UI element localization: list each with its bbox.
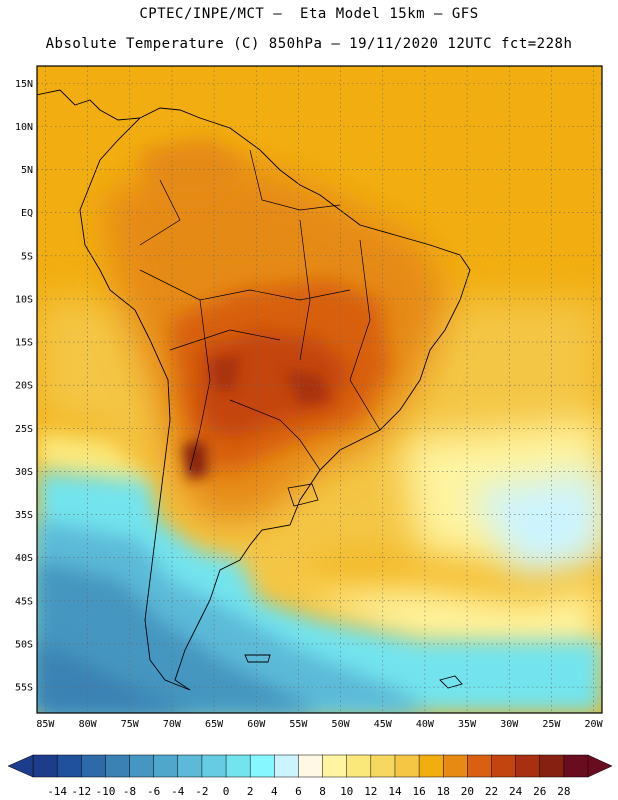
colorbar-label: 18	[437, 785, 450, 798]
colorbar-swatch	[394, 754, 420, 778]
colorbar-swatch	[563, 754, 589, 778]
latitude-label: 20S	[15, 381, 33, 392]
longitude-label: 55W	[289, 719, 308, 730]
longitude-label: 35W	[458, 719, 477, 730]
colorbar-label: 6	[295, 785, 302, 798]
longitude-label: 60W	[247, 719, 266, 730]
colorbar-label: 12	[364, 785, 377, 798]
colorbar-label: 28	[557, 785, 570, 798]
latitude-label: 15S	[15, 338, 33, 349]
colorbar-swatch	[153, 754, 179, 778]
latitude-label: 15N	[15, 79, 33, 90]
colorbar-swatch	[129, 754, 155, 778]
longitude-label: 40W	[416, 719, 435, 730]
longitude-label: 75W	[121, 719, 140, 730]
latitude-label: 5S	[21, 251, 33, 262]
colorbar-swatch	[177, 754, 203, 778]
longitude-label: 20W	[585, 719, 604, 730]
map-title-line1: CPTEC/INPE/MCT — Eta Model 15km — GFS	[139, 6, 479, 22]
colorbar-label: -8	[123, 785, 136, 798]
latitude-label: 5N	[21, 165, 33, 176]
colorbar-swatch	[515, 754, 541, 778]
colorbar-label: 22	[485, 785, 498, 798]
colorbar-swatch	[105, 754, 131, 778]
longitude-label: 25W	[542, 719, 561, 730]
colorbar-label: -12	[71, 785, 91, 798]
latitude-label: 10N	[15, 122, 33, 133]
latitude-label: 50S	[15, 639, 33, 650]
temperature-field	[37, 66, 602, 713]
longitude-label: 70W	[163, 719, 182, 730]
colorbar-label: 20	[461, 785, 474, 798]
latitude-label: 55S	[15, 683, 33, 694]
map-title-line2: Absolute Temperature (C) 850hPa — 19/11/…	[45, 36, 573, 52]
colorbar-swatch	[418, 754, 444, 778]
longitude-label: 65W	[205, 719, 224, 730]
colorbar-labels: -14 -12 -10 -8 -6 -4 -2 0 2 4 6 8 10 12 14 16 18 20 22 24 26…	[47, 785, 570, 798]
latitude-labels: 15N 10N 5N EQ 5S 10S 15S 20S 25S 30S 35S 40S 45S 50S 5…	[15, 79, 33, 694]
colorbar-swatch	[81, 754, 106, 778]
colorbar-min-arrow	[7, 754, 34, 778]
colorbar-label: 26	[533, 785, 546, 798]
colorbar-label: -6	[147, 785, 160, 798]
latitude-label: 30S	[15, 467, 33, 478]
colorbar-label: -2	[195, 785, 208, 798]
latitude-label: 25S	[15, 424, 33, 435]
colorbar-label: 0	[223, 785, 230, 798]
longitude-label: 30W	[500, 719, 519, 730]
colorbar-label: 10	[340, 785, 353, 798]
colorbar-max-arrow	[587, 754, 613, 778]
colorbar-swatch	[539, 754, 565, 778]
colorbar-label: -10	[95, 785, 115, 798]
map-frame	[36, 65, 603, 714]
colorbar-label: 16	[412, 785, 425, 798]
colorbar-swatch	[442, 754, 468, 778]
longitude-label: 80W	[79, 719, 98, 730]
colorbar-label: 8	[319, 785, 326, 798]
latitude-label: 40S	[15, 553, 33, 564]
longitude-label: 85W	[36, 719, 55, 730]
colorbar-swatch	[491, 754, 517, 778]
colorbar-label: 24	[509, 785, 523, 798]
latitude-label: 10S	[15, 294, 33, 305]
colorbar-swatch	[32, 754, 58, 778]
colorbar-swatch	[274, 754, 299, 778]
colorbar-label: -14	[47, 785, 67, 798]
colorbar-swatch	[370, 754, 396, 778]
colorbar-swatch	[346, 754, 372, 778]
colorbar-swatch	[298, 754, 324, 778]
longitude-labels: 85W 80W 75W 70W 65W 60W 55W 50W 45W 40W 35W 30W 25W 2…	[36, 719, 603, 730]
colorbar-label: 2	[247, 785, 254, 798]
latitude-label: 35S	[15, 510, 33, 521]
colorbar-swatch	[201, 754, 227, 778]
colorbar-swatch	[322, 754, 348, 778]
longitude-label: 50W	[332, 719, 351, 730]
colorbar-label: 4	[271, 785, 278, 798]
colorbar-label: 14	[388, 785, 402, 798]
colorbar-swatch	[225, 754, 251, 778]
temperature-colorbar	[7, 754, 613, 778]
colorbar-swatch	[249, 754, 275, 778]
colorbar-swatch	[467, 754, 493, 778]
longitude-label: 45W	[374, 719, 393, 730]
colorbar-label: -4	[171, 785, 185, 798]
country-borders	[139, 149, 381, 471]
latitude-label: EQ	[21, 208, 33, 219]
colorbar-swatch	[56, 754, 82, 778]
latitude-label: 45S	[15, 596, 33, 607]
